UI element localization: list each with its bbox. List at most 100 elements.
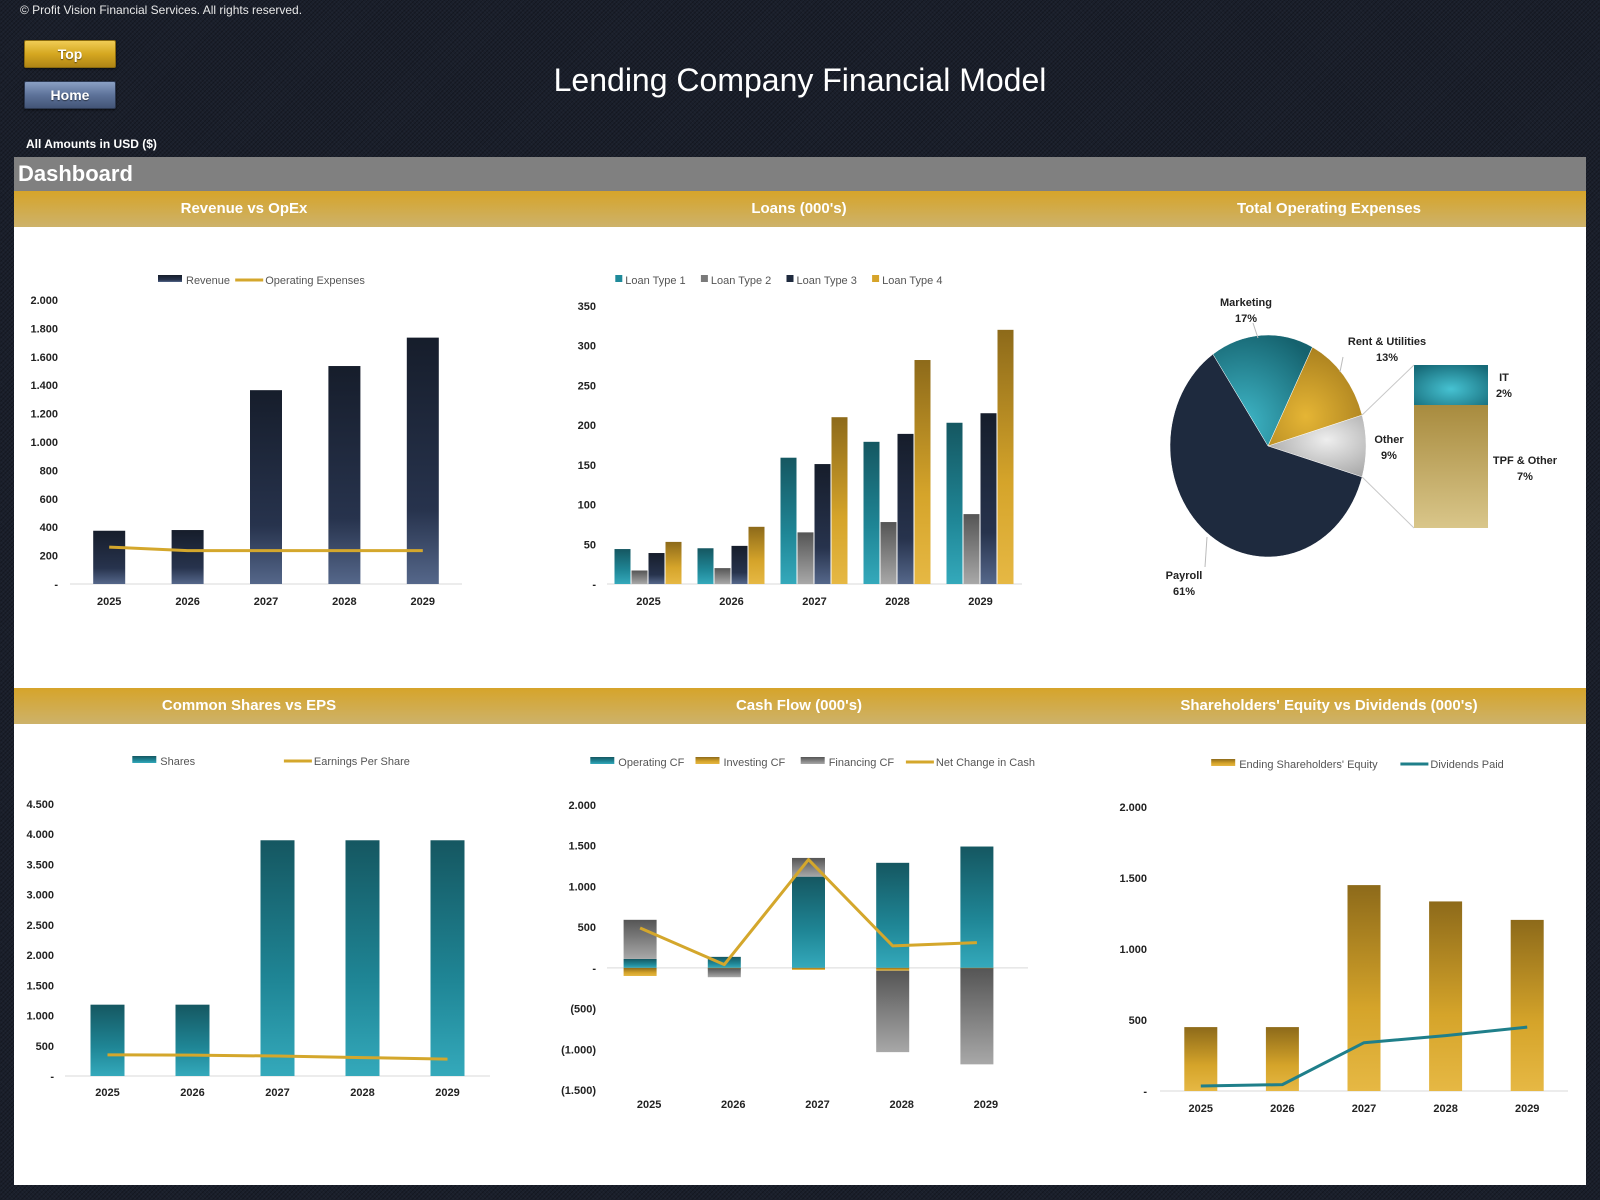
bar-investing-cf — [876, 967, 910, 971]
x-tick-label: 2027 — [254, 596, 278, 608]
legend-label: Loan Type 1 — [625, 275, 685, 287]
y-tick-label: 2.000 — [26, 950, 54, 962]
y-tick-label: 400 — [40, 522, 58, 534]
y-tick-label: 300 — [578, 341, 596, 353]
x-tick-label: 2028 — [1433, 1103, 1457, 1115]
bar-ending-shareholders'-equity — [1184, 1027, 1218, 1091]
pie-label-value: 2% — [1496, 388, 1512, 400]
breakdown-bar-tpf-other — [1414, 405, 1488, 528]
y-tick-label: 500 — [1129, 1015, 1147, 1027]
bar-financing-cf — [623, 919, 657, 959]
legend-item: Earnings Per Share — [283, 756, 410, 768]
bar-operating-cf — [623, 958, 657, 968]
connector-line — [1361, 476, 1415, 529]
y-tick-label: 4.500 — [26, 799, 54, 811]
x-tick-label: 2025 — [97, 596, 121, 608]
y-tick-label: 2.500 — [26, 920, 54, 932]
legend-item: Net Change in Cash — [905, 757, 1035, 769]
bar-financing-cf — [876, 970, 910, 1053]
bar-loan-type-2 — [880, 522, 897, 584]
bar-loan-type-4 — [748, 526, 765, 584]
y-tick-label: - — [54, 579, 58, 591]
pie-slice-payroll — [1169, 353, 1363, 558]
legend-item: Operating CF — [590, 757, 685, 769]
dashboard-header: Dashboard — [14, 157, 1586, 191]
revenue-chart-title: Revenue vs OpEx — [180, 200, 308, 217]
y-tick-label: 1.200 — [30, 409, 58, 421]
pie-label-name: Marketing — [1220, 297, 1272, 309]
bar-loan-type-2 — [714, 568, 731, 584]
x-tick-label: 2027 — [265, 1087, 289, 1099]
y-tick-label: 1.500 — [568, 841, 596, 853]
x-tick-label: 2028 — [889, 1099, 913, 1111]
legend-label: Shares — [160, 756, 195, 768]
bar-loan-type-4 — [997, 329, 1014, 584]
chart-title-bar-bottom: Common Shares vs EPS Cash Flow (000's) S… — [14, 688, 1586, 724]
y-tick-label: 100 — [578, 500, 596, 512]
bar-loan-type-1 — [863, 441, 880, 584]
top-button[interactable]: Top — [24, 40, 116, 68]
pie-label-value: 17% — [1235, 313, 1257, 325]
y-tick-label: 3.000 — [26, 890, 54, 902]
y-tick-label: 1.500 — [1119, 873, 1147, 885]
bar-shares — [90, 1004, 125, 1076]
y-tick-label: 1.600 — [30, 352, 58, 364]
legend-item: Dividends Paid — [1400, 759, 1504, 771]
legend-item: Loan Type 3 — [786, 275, 857, 287]
y-tick-label: 1.500 — [26, 980, 54, 992]
x-tick-label: 2025 — [637, 1099, 661, 1111]
legend-label: Net Change in Cash — [936, 757, 1035, 769]
y-tick-label: (500) — [570, 1004, 596, 1016]
bar-operating-cf — [792, 876, 825, 968]
legend-item: Investing CF — [695, 757, 786, 769]
x-tick-label: 2026 — [175, 596, 199, 608]
bar-loan-type-2 — [797, 532, 814, 584]
legend-label: Financing CF — [829, 757, 895, 769]
bar-loan-type-2 — [631, 570, 648, 584]
bar-ending-shareholders'-equity — [1510, 919, 1544, 1091]
currency-note: All Amounts in USD ($) — [26, 137, 157, 151]
y-tick-label: 250 — [578, 380, 596, 392]
legend-item: Shares — [132, 756, 196, 768]
home-button[interactable]: Home — [24, 81, 116, 109]
x-tick-label: 2029 — [968, 596, 992, 608]
equity-chart: - 500 1.000 1.500 2.000 2025 2026 2027 2028 2029 E… — [1119, 759, 1568, 1115]
y-tick-label: - — [50, 1071, 54, 1083]
x-tick-label: 2025 — [636, 596, 660, 608]
opex-chart-title: Total Operating Expenses — [1237, 200, 1421, 217]
pie-label-name: Payroll — [1166, 570, 1203, 582]
y-tick-label: 200 — [578, 420, 596, 432]
loans-chart: - 50 100 150 200 250 300 350 2025 2026 2027 2028 202… — [578, 275, 1022, 608]
bar-shares — [260, 840, 295, 1076]
bar-loan-type-1 — [614, 549, 631, 584]
y-tick-label: 2.000 — [568, 800, 596, 812]
equity-chart-title: Shareholders' Equity vs Dividends (000's… — [1180, 697, 1478, 714]
legend-label: Operating Expenses — [265, 275, 365, 287]
opex-pie-chart: Marketing 17% Rent & Utilities 13% Other 9% Pa… — [1166, 297, 1558, 598]
copyright-text: © Profit Vision Financial Services. All … — [20, 3, 303, 17]
pie-slice-marketing — [1212, 334, 1313, 447]
legend-label: Loan Type 4 — [882, 275, 942, 287]
x-tick-label: 2029 — [1515, 1103, 1539, 1115]
bar-revenue — [171, 530, 204, 584]
legend-swatch — [800, 757, 825, 764]
pie-label-name: Rent & Utilities — [1348, 336, 1426, 348]
y-tick-label: 350 — [578, 301, 596, 313]
y-tick-label: 50 — [584, 539, 596, 551]
pie-slice-rent-utilities — [1267, 346, 1363, 447]
leader-line — [1339, 356, 1344, 373]
cashflow-chart-title: Cash Flow (000's) — [735, 697, 863, 714]
bar-shares — [345, 840, 380, 1076]
legend-item: Loan Type 1 — [615, 275, 686, 287]
bar-loan-type-3 — [731, 545, 748, 584]
x-tick-label: 2027 — [805, 1099, 829, 1111]
bar-ending-shareholders'-equity — [1347, 885, 1381, 1091]
bar-ending-shareholders'-equity — [1265, 1027, 1299, 1091]
bar-revenue — [406, 337, 439, 584]
pie-label-value: 61% — [1173, 586, 1195, 598]
x-tick-label: 2029 — [411, 596, 435, 608]
bar-operating-cf — [876, 862, 910, 968]
legend-label: Operating CF — [618, 757, 684, 769]
legend-label: Loan Type 3 — [797, 275, 857, 287]
